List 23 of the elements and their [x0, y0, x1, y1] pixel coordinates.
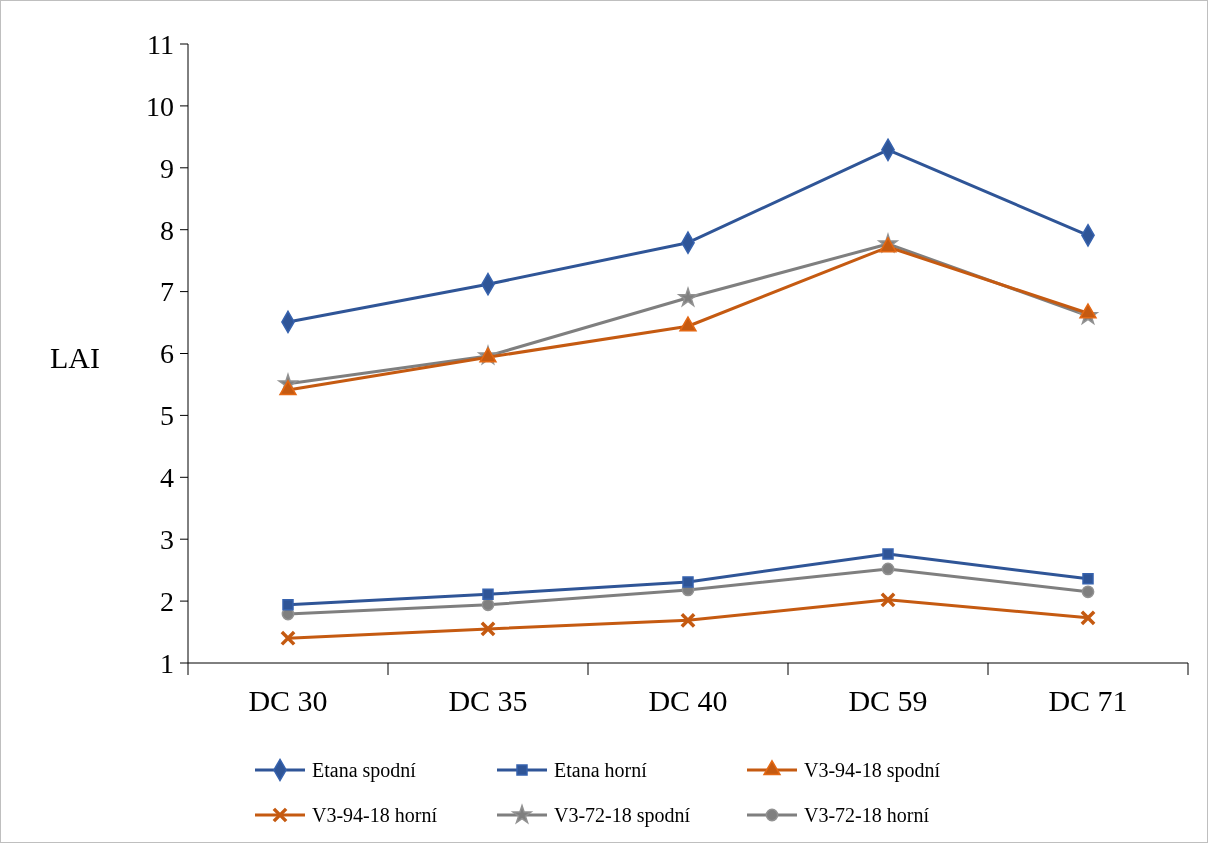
x-tick-label: DC 30 — [248, 684, 328, 717]
y-tick-label: 4 — [160, 462, 174, 494]
y-tick-label: 3 — [160, 524, 174, 555]
legend-label: Etana spodní — [312, 759, 417, 782]
x-tick-label: DC 35 — [448, 684, 528, 717]
legend-label: Etana horní — [554, 759, 648, 781]
x-tick-label: DC 71 — [1048, 684, 1128, 717]
y-tick-label: 6 — [160, 338, 174, 370]
x-tick-label: DC 40 — [648, 684, 728, 717]
legend-label: V3-72-18 horní — [804, 804, 930, 826]
y-tick-label: 9 — [160, 152, 174, 184]
legend-label: V3-94-18 spodní — [804, 759, 941, 782]
y-tick-label: 8 — [160, 214, 174, 246]
y-axis-title: LAI — [50, 340, 100, 374]
y-tick-label: 11 — [147, 28, 174, 60]
y-tick-label: 5 — [160, 400, 174, 432]
legend-label: V3-72-18 spodní — [554, 804, 691, 827]
y-tick-label: 7 — [160, 276, 174, 308]
y-tick-label: 10 — [146, 90, 174, 122]
x-tick-label: DC 59 — [848, 684, 928, 717]
legend-label: V3-94-18 horní — [312, 804, 438, 826]
y-tick-label: 2 — [160, 585, 174, 617]
y-tick-label: 1 — [160, 647, 174, 679]
